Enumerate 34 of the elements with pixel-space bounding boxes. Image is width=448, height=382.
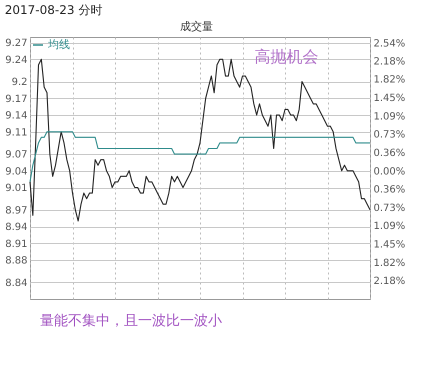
y2-tick-label: 0.00% <box>374 166 406 178</box>
y2-tick-label: 1.09% <box>374 111 406 122</box>
y2-tick-label: 0.73% <box>374 130 406 141</box>
y-tick-label: 9.27 <box>5 38 28 50</box>
y2-tick-label: 0.73% <box>374 203 406 214</box>
text: 量能不集中，且一波比一波小 <box>40 313 222 329</box>
y-tick-label: 9.2 <box>12 77 28 88</box>
y-tick-label: 9.17 <box>5 94 28 105</box>
y-tick-label: 8.97 <box>5 205 28 216</box>
y-tick-label: 9.04 <box>5 166 28 178</box>
y2-tick-label: 1.09% <box>374 221 406 232</box>
y2-tick-label: 0.36% <box>374 148 406 160</box>
y2-tick-label: 0.36% <box>374 184 406 196</box>
y-tick-label: 9.01 <box>5 183 28 194</box>
y2-tick-label: 2.18% <box>374 56 406 68</box>
y-tick-label: 8.94 <box>5 222 28 234</box>
y-tick-label: 9.14 <box>5 110 28 122</box>
legend-label: 均线 <box>47 38 70 51</box>
y-tick-label: 8.88 <box>5 255 28 266</box>
y-tick-label: 9.24 <box>5 54 28 66</box>
y-tick-label: 8.91 <box>5 238 28 250</box>
y2-tick-label: 2.54% <box>374 38 406 50</box>
text: 成交量 <box>180 20 213 33</box>
y-tick-label: 9.11 <box>5 127 28 138</box>
y-tick-label: 8.84 <box>5 278 28 289</box>
y2-tick-label: 1.45% <box>374 93 406 104</box>
y2-tick-label: 1.45% <box>374 239 406 250</box>
y2-tick-label: 1.82% <box>374 74 406 86</box>
line-series <box>29 131 371 182</box>
chart-title: 2017-08-23 分时 <box>4 3 102 17</box>
y2-tick-label: 1.82% <box>374 258 406 270</box>
y-tick-label: 9.07 <box>5 150 28 161</box>
annotation: 高抛机会 <box>254 47 318 66</box>
y2-tick-label: 2.18% <box>374 276 406 288</box>
